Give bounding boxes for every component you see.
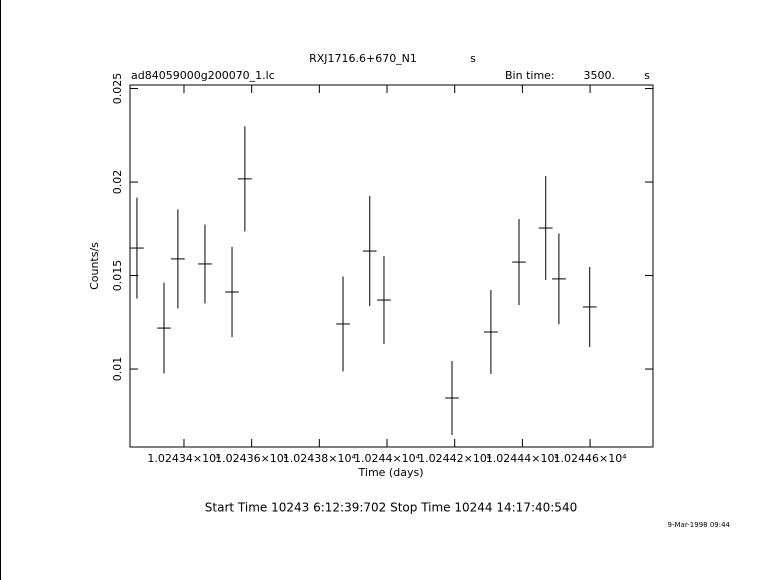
title-unit: s — [470, 52, 476, 65]
bin-time: 3500. — [584, 69, 616, 82]
y-axis-label: Counts/s — [88, 242, 101, 290]
x-tick-label: 1.02436×10⁴ — [215, 452, 289, 465]
subtitle: ad84059000g200070_1.lc — [131, 69, 275, 82]
bin-time-label: Bin time: — [505, 69, 555, 82]
x-tick-label: 1.02438×10⁴ — [283, 452, 357, 465]
chart-title: RXJ1716.6+670_N1 — [309, 52, 417, 65]
plot-frame — [129, 84, 654, 448]
x-tick-label: 1.02434×10⁴ — [147, 452, 221, 465]
x-tick-label: 1.02446×10⁴ — [553, 452, 627, 465]
timestamp: 9-Mar-1998 09:44 — [668, 521, 731, 529]
y-tick-label: 0.015 — [111, 260, 124, 292]
x-tick-label: 1.02442×10⁴ — [418, 452, 492, 465]
y-tick-label: 0.01 — [111, 357, 124, 382]
x-axis-label: Time (days) — [358, 466, 424, 479]
x-tick-label: 1.0244×10⁴ — [354, 452, 421, 465]
x-tick-label: 1.02444×10⁴ — [486, 452, 560, 465]
bin-time-unit: s — [644, 69, 650, 82]
y-tick-label: 0.025 — [111, 73, 124, 105]
footer: Start Time 10243 6:12:39:702 Stop Time 1… — [205, 501, 577, 515]
y-tick-label: 0.02 — [111, 170, 124, 195]
